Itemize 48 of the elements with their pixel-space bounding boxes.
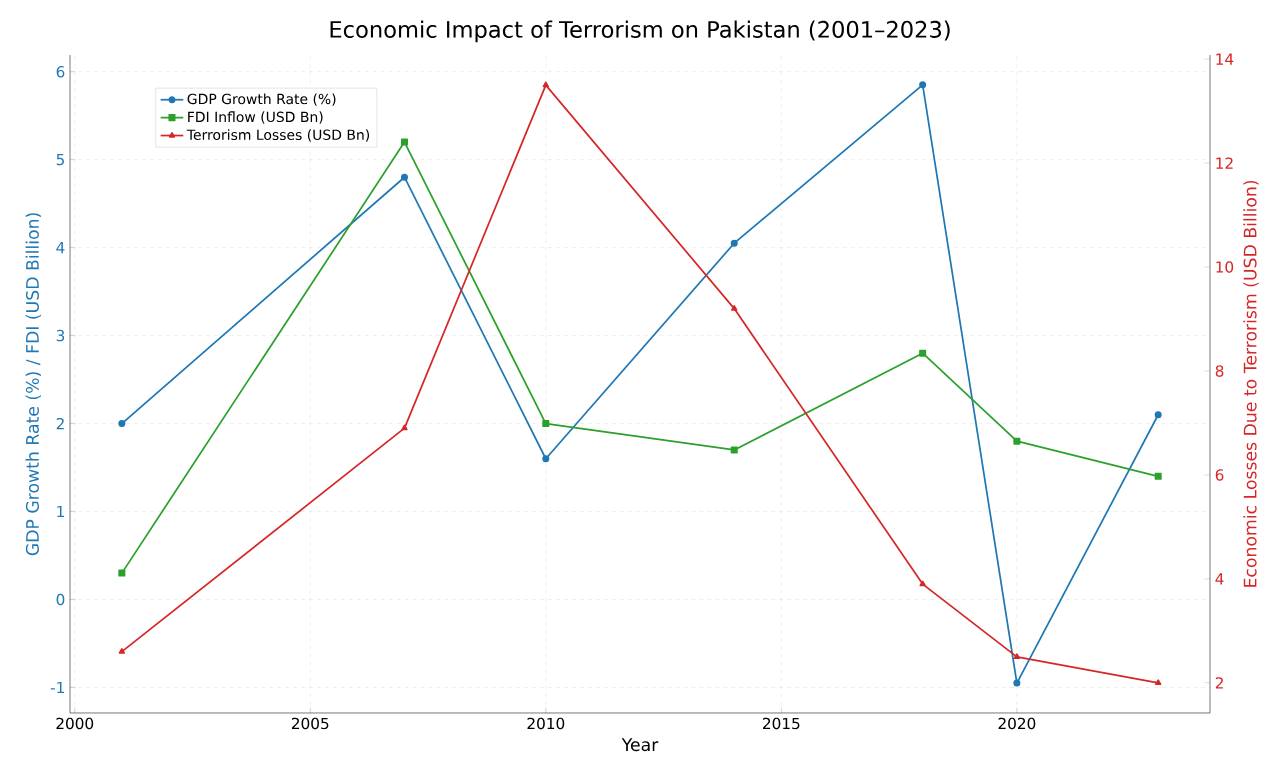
y2-tick-label: 14	[1216, 53, 1234, 65]
point	[1154, 472, 1162, 480]
point	[118, 420, 126, 428]
point	[1013, 653, 1021, 660]
x-axis-title: Year	[621, 738, 659, 752]
y2-tick-label: 12	[1216, 157, 1233, 169]
point	[401, 424, 408, 431]
chart-title: Economic Impact of Terrorism on Pakistan (2001–2023)	[330, 20, 950, 43]
point	[919, 580, 926, 587]
point	[730, 239, 738, 247]
point	[730, 446, 738, 454]
x-tick-label: 2000	[56, 717, 94, 730]
x-tick-label: 2005	[291, 717, 329, 730]
y2-tick-label: 10	[1216, 261, 1234, 273]
point	[1155, 679, 1162, 686]
y-tick-label: 5	[56, 153, 64, 166]
point	[731, 305, 738, 311]
x-tick-label: 2010	[527, 717, 565, 730]
point	[542, 420, 550, 428]
legend-label: FDI Inflow (USD Bn)	[188, 111, 323, 124]
x-tick-label: 2020	[998, 717, 1036, 730]
point	[1013, 679, 1021, 687]
point	[919, 81, 927, 89]
point	[542, 81, 549, 88]
legend-label: Terrorism Losses (USD Bn)	[186, 129, 370, 142]
point	[919, 349, 927, 357]
y-axis-title: GDP Growth Rate (%) / FDI (USD Billion)	[25, 213, 41, 556]
y2-axis-title: Economic Losses Due to Terrorism (USD Billion)	[1243, 180, 1259, 587]
y-tick-label: 4	[56, 242, 65, 254]
y-tick-label: 0	[56, 593, 65, 606]
point	[1013, 437, 1021, 445]
y-tick-label: 6	[56, 65, 65, 78]
y-tick-label: 3	[56, 329, 65, 342]
x-tick-label: 2015	[763, 717, 800, 730]
point	[118, 569, 126, 577]
y2-tick-label: 2	[1215, 677, 1223, 689]
point	[400, 138, 409, 146]
point	[542, 455, 550, 463]
point	[400, 173, 409, 181]
y-tick-label: -1	[50, 681, 64, 694]
point	[118, 648, 126, 654]
y-tick-label: 2	[56, 417, 64, 430]
y2-tick-label: 4	[1215, 573, 1224, 585]
y2-tick-label: 8	[1215, 365, 1224, 377]
legend-label: GDP Growth Rate (%)	[187, 93, 336, 106]
y2-tick-label: 6	[1215, 469, 1224, 481]
point	[1154, 411, 1162, 419]
y-tick-label: 1	[57, 505, 64, 518]
